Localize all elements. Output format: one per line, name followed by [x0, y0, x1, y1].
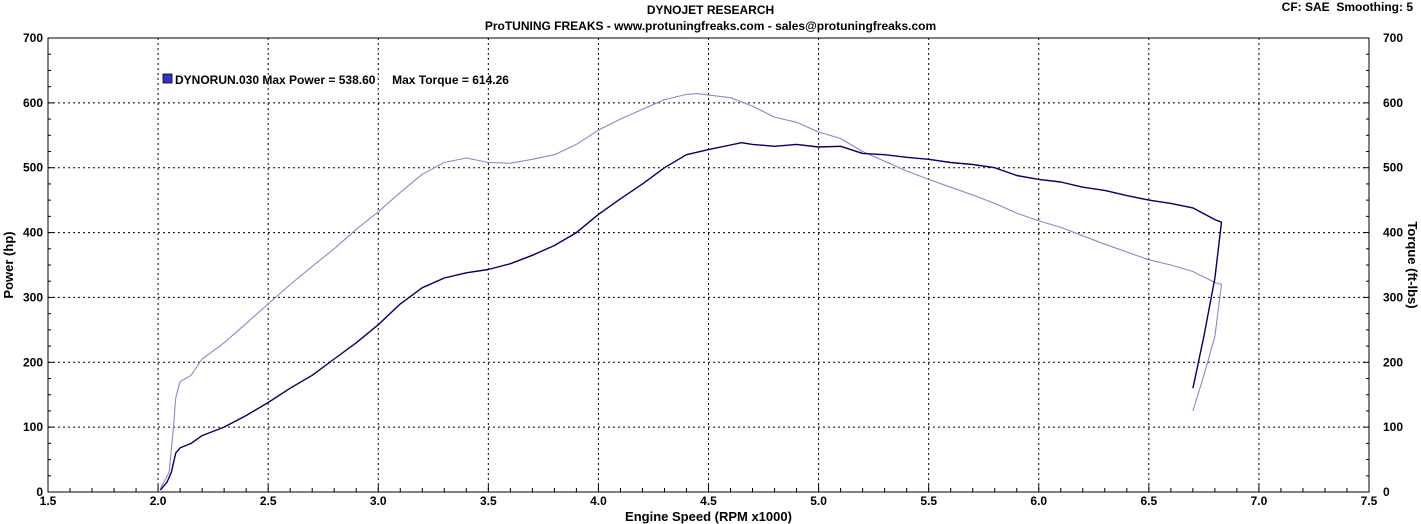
left-y-tick-label: 700	[23, 31, 43, 45]
right-y-tick-label: 500	[1383, 161, 1403, 175]
right-y-tick-label: 400	[1383, 226, 1403, 240]
x-axis-label: Engine Speed (RPM x1000)	[625, 509, 792, 524]
x-tick-label: 1.5	[40, 494, 57, 508]
x-tick-label: 4.0	[590, 494, 607, 508]
right-y-tick-label: 300	[1383, 290, 1403, 304]
x-tick-label: 6.5	[1140, 494, 1157, 508]
right-y-tick-label: 700	[1383, 31, 1403, 45]
left-y-tick-label: 200	[23, 355, 43, 369]
x-axis-tick-labels: 1.5 2.0 2.5 3.0 3.5 4.0 4.5 5.0 5.5 6.0 6.5 7.0 7.5	[40, 494, 1378, 508]
right-y-axis-tick-labels: 0 100 200 300 400 500 600 700	[1383, 31, 1403, 499]
left-y-tick-label: 0	[36, 485, 43, 499]
left-y-tick-label: 500	[23, 161, 43, 175]
x-tick-label: 2.5	[260, 494, 277, 508]
left-y-tick-label: 300	[23, 290, 43, 304]
left-y-tick-label: 100	[23, 420, 43, 434]
chart-subtitle: ProTUNING FREAKS - www.protuningfreaks.c…	[484, 19, 937, 33]
chart-title: DYNOJET RESEARCH	[646, 3, 775, 17]
x-tick-label: 6.0	[1030, 494, 1047, 508]
left-y-tick-label: 600	[23, 96, 43, 110]
left-y-tick-label: 400	[23, 226, 43, 240]
x-tick-label: 3.5	[480, 494, 497, 508]
legend-swatch	[162, 73, 173, 84]
grid	[48, 38, 1369, 492]
correction-factor-info: CF: SAE Smoothing: 5	[1281, 0, 1413, 14]
right-y-tick-label: 0	[1383, 485, 1390, 499]
x-tick-label: 2.0	[150, 494, 167, 508]
x-tick-label: 3.0	[370, 494, 387, 508]
series-lines	[159, 93, 1223, 491]
left-y-axis-label: Power (hp)	[1, 231, 16, 298]
x-tick-label: 7.5	[1361, 494, 1378, 508]
torque-curve	[159, 93, 1223, 490]
x-tick-label: 7.0	[1251, 494, 1268, 508]
legend-entry: DYNORUN.030 Max Power = 538.60 Max Torqu…	[175, 73, 509, 87]
right-y-axis-label: Torque (ft-lbs)	[1405, 221, 1420, 308]
power-curve	[159, 141, 1223, 491]
legend: DYNORUN.030 Max Power = 538.60 Max Torqu…	[162, 73, 509, 87]
left-y-axis-tick-labels: 0 100 200 300 400 500 600 700	[23, 31, 43, 499]
right-y-tick-label: 600	[1383, 96, 1403, 110]
right-y-tick-label: 200	[1383, 355, 1403, 369]
right-y-tick-label: 100	[1383, 420, 1403, 434]
x-tick-label: 5.5	[920, 494, 937, 508]
plot-frame	[47, 37, 1370, 493]
x-tick-label: 5.0	[810, 494, 827, 508]
x-tick-label: 4.5	[700, 494, 717, 508]
